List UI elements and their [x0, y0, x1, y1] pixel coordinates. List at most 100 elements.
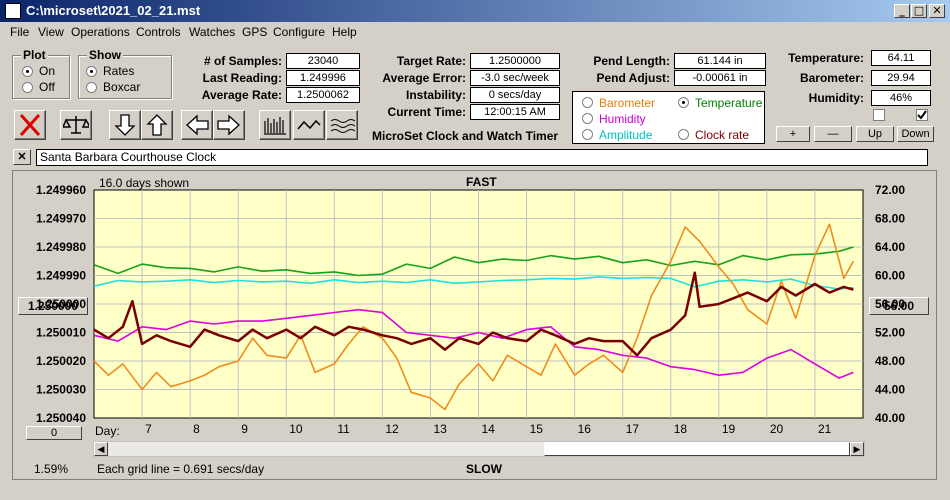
- plot-off-radio[interactable]: [22, 82, 33, 93]
- scroll-right-icon[interactable]: ▶: [850, 442, 864, 456]
- percent-label: 1.59%: [34, 462, 69, 476]
- center-rate-button[interactable]: 1.250000: [18, 297, 88, 315]
- show-boxcar-radio[interactable]: [86, 82, 97, 93]
- menu-operations[interactable]: Operations: [71, 25, 130, 39]
- bar-view-button[interactable]: [259, 110, 291, 140]
- x-tick-label: 14: [482, 422, 496, 436]
- current-time-field: 12:00:15 AM: [470, 104, 560, 120]
- last-reading-field: 1.249996: [286, 70, 360, 86]
- menu-help[interactable]: Help: [332, 25, 357, 39]
- scrollbar-thumb[interactable]: [544, 442, 850, 456]
- x-tick-label: 7: [145, 422, 152, 436]
- menu-file[interactable]: File: [10, 25, 30, 39]
- show-group: Show: [78, 48, 172, 99]
- scale-plus-button[interactable]: +: [776, 126, 810, 142]
- balance-button[interactable]: [60, 110, 92, 140]
- sensor-humidity-radio[interactable]: [582, 113, 593, 124]
- sensor-clockrate-label: Clock rate: [695, 128, 750, 142]
- clear-clock-button[interactable]: ✕: [13, 149, 31, 165]
- close-button[interactable]: ✕: [929, 4, 945, 18]
- sensor-temperature-radio[interactable]: [678, 97, 689, 108]
- title-bar: C:\microset\2021_02_21.mst _ □ ✕: [0, 0, 950, 22]
- x-tick-label: 10: [289, 422, 303, 436]
- x-tick-label: 16: [578, 422, 592, 436]
- left-tick-label: 1.249990: [36, 269, 86, 283]
- sensor-barometer-radio[interactable]: [582, 97, 593, 108]
- stop-button[interactable]: [14, 110, 46, 140]
- menu-configure[interactable]: Configure: [273, 25, 326, 39]
- x-axis-ticks: 7 8 9 10 11 12 13 14 15 16 17 18 19 20 21: [145, 422, 832, 436]
- slow-label: SLOW: [466, 462, 502, 476]
- clock-name-field[interactable]: Santa Barbara Courthouse Clock: [36, 149, 928, 166]
- scroll-left-icon[interactable]: ◀: [94, 442, 108, 456]
- target-rate-label: Target Rate:: [396, 54, 466, 68]
- line-graph-icon: [297, 119, 321, 130]
- last-reading-label: Last Reading:: [202, 71, 282, 85]
- right-tick-label: 52.00: [875, 326, 905, 340]
- days-shown-label: 16.0 days shown: [99, 176, 190, 190]
- sensor-barometer-label: Barometer: [599, 96, 656, 110]
- up-arrow-button[interactable]: [141, 110, 173, 140]
- barometer-label: Barometer:: [799, 71, 864, 85]
- right-axis-ticks: 72.00 68.00 64.00 60.00 56.00 52.00 48.00 44.00…: [875, 183, 905, 425]
- pend-adjust-field: -0.00061 in: [674, 70, 766, 86]
- left-axis-ticks: 1.249960 1.249970 1.249980 1.249990 1.250000…: [36, 183, 86, 425]
- barometer-field: 29.94: [871, 70, 931, 86]
- instability-label: Instability:: [405, 88, 466, 102]
- left-arrow-button[interactable]: [181, 110, 213, 140]
- temperature-label: Temperature:: [788, 51, 864, 65]
- minimize-button[interactable]: _: [894, 4, 910, 18]
- show-rates-radio[interactable]: [86, 66, 97, 77]
- center-sensor-button[interactable]: 56.00: [869, 297, 929, 315]
- target-rate-field[interactable]: 1.2500000: [470, 53, 560, 69]
- bar-graph-icon: [264, 117, 286, 135]
- right-tick-label: 64.00: [875, 240, 905, 254]
- offset-button[interactable]: 0: [26, 426, 82, 440]
- right-tick-label: 48.00: [875, 354, 905, 368]
- chart-frame: [12, 170, 937, 480]
- plot-group: Plot: [12, 48, 70, 99]
- x-tick-label: 18: [674, 422, 688, 436]
- line-view-button[interactable]: [293, 110, 325, 140]
- app-icon: [5, 3, 21, 19]
- series-clock-rate: [93, 271, 854, 357]
- grid-lines: [94, 190, 863, 418]
- series-barometer: [93, 223, 855, 411]
- series-temperature: [93, 246, 854, 277]
- wave-icon: [330, 119, 355, 133]
- current-time-label: Current Time:: [387, 105, 466, 119]
- instability-field: 0 secs/day: [470, 87, 560, 103]
- pend-length-field[interactable]: 61.144 in: [674, 53, 766, 69]
- checkbox-right[interactable]: [916, 109, 928, 121]
- right-tick-label: 40.00: [875, 411, 905, 425]
- plot-on-label: On: [39, 64, 56, 78]
- arrow-down-icon: [114, 114, 136, 136]
- scale-up-button[interactable]: Up: [856, 126, 894, 142]
- wave-view-button[interactable]: [326, 110, 358, 140]
- menu-view[interactable]: View: [38, 25, 64, 39]
- x-tick-label: 15: [530, 422, 544, 436]
- samples-label: # of Samples:: [203, 54, 282, 68]
- plot-on-radio[interactable]: [22, 66, 33, 77]
- right-arrow-button[interactable]: [213, 110, 245, 140]
- average-error-field: -3.0 sec/week: [470, 70, 560, 86]
- menu-gps[interactable]: GPS: [242, 25, 268, 39]
- arrow-left-icon: [186, 114, 209, 136]
- scale-minus-button[interactable]: —: [814, 126, 852, 142]
- sensor-amplitude-radio[interactable]: [582, 129, 593, 140]
- menu-watches[interactable]: Watches: [189, 25, 236, 39]
- checkbox-left[interactable]: [873, 109, 885, 121]
- show-boxcar-label: Boxcar: [103, 80, 141, 94]
- right-tick-label: 72.00: [875, 183, 905, 197]
- sensor-clockrate-radio[interactable]: [678, 129, 689, 140]
- menu-controls[interactable]: Controls: [136, 25, 181, 39]
- x-tick-label: 13: [433, 422, 447, 436]
- pend-length-label: Pend Length:: [593, 54, 670, 68]
- down-arrow-button[interactable]: [109, 110, 141, 140]
- humidity-label: Humidity:: [808, 91, 864, 105]
- scale-down-button[interactable]: Down: [897, 126, 934, 142]
- maximize-button[interactable]: □: [911, 4, 927, 18]
- horizontal-scrollbar[interactable]: ◀ ▶: [93, 441, 865, 457]
- pend-adjust-label: Pend Adjust:: [596, 71, 670, 85]
